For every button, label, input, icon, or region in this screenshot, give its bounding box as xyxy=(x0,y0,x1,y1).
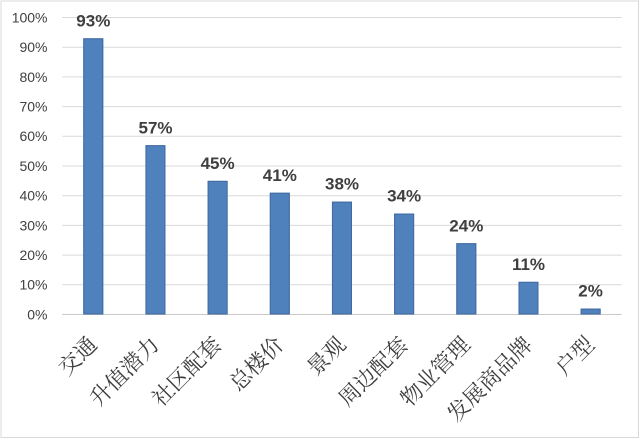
svg-text:45%: 45% xyxy=(201,154,235,173)
svg-text:80%: 80% xyxy=(19,69,47,85)
svg-text:57%: 57% xyxy=(138,118,172,137)
svg-text:10%: 10% xyxy=(19,277,47,293)
svg-text:20%: 20% xyxy=(19,247,47,263)
svg-text:90%: 90% xyxy=(19,39,47,55)
svg-text:93%: 93% xyxy=(76,11,110,30)
svg-text:41%: 41% xyxy=(263,166,297,185)
svg-text:50%: 50% xyxy=(19,158,47,174)
svg-text:70%: 70% xyxy=(19,99,47,115)
svg-text:60%: 60% xyxy=(19,128,47,144)
svg-text:34%: 34% xyxy=(387,187,421,206)
svg-text:0%: 0% xyxy=(27,306,47,322)
svg-text:30%: 30% xyxy=(19,217,47,233)
svg-text:38%: 38% xyxy=(325,175,359,194)
svg-text:11%: 11% xyxy=(512,255,545,274)
svg-text:2%: 2% xyxy=(578,282,603,301)
svg-text:40%: 40% xyxy=(19,188,47,204)
svg-text:24%: 24% xyxy=(449,216,483,235)
svg-text:100%: 100% xyxy=(12,9,48,25)
